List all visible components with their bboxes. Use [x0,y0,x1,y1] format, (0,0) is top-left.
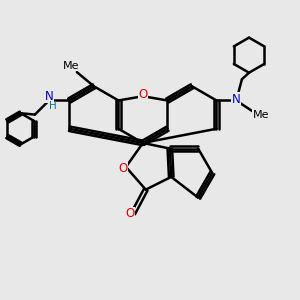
Text: O: O [138,88,148,101]
Text: O: O [118,162,127,175]
Text: Me: Me [253,110,269,120]
Text: N: N [45,90,53,103]
Text: O: O [126,207,135,220]
Text: Me: Me [63,61,80,71]
Text: H: H [49,101,56,111]
Text: N: N [232,92,241,106]
